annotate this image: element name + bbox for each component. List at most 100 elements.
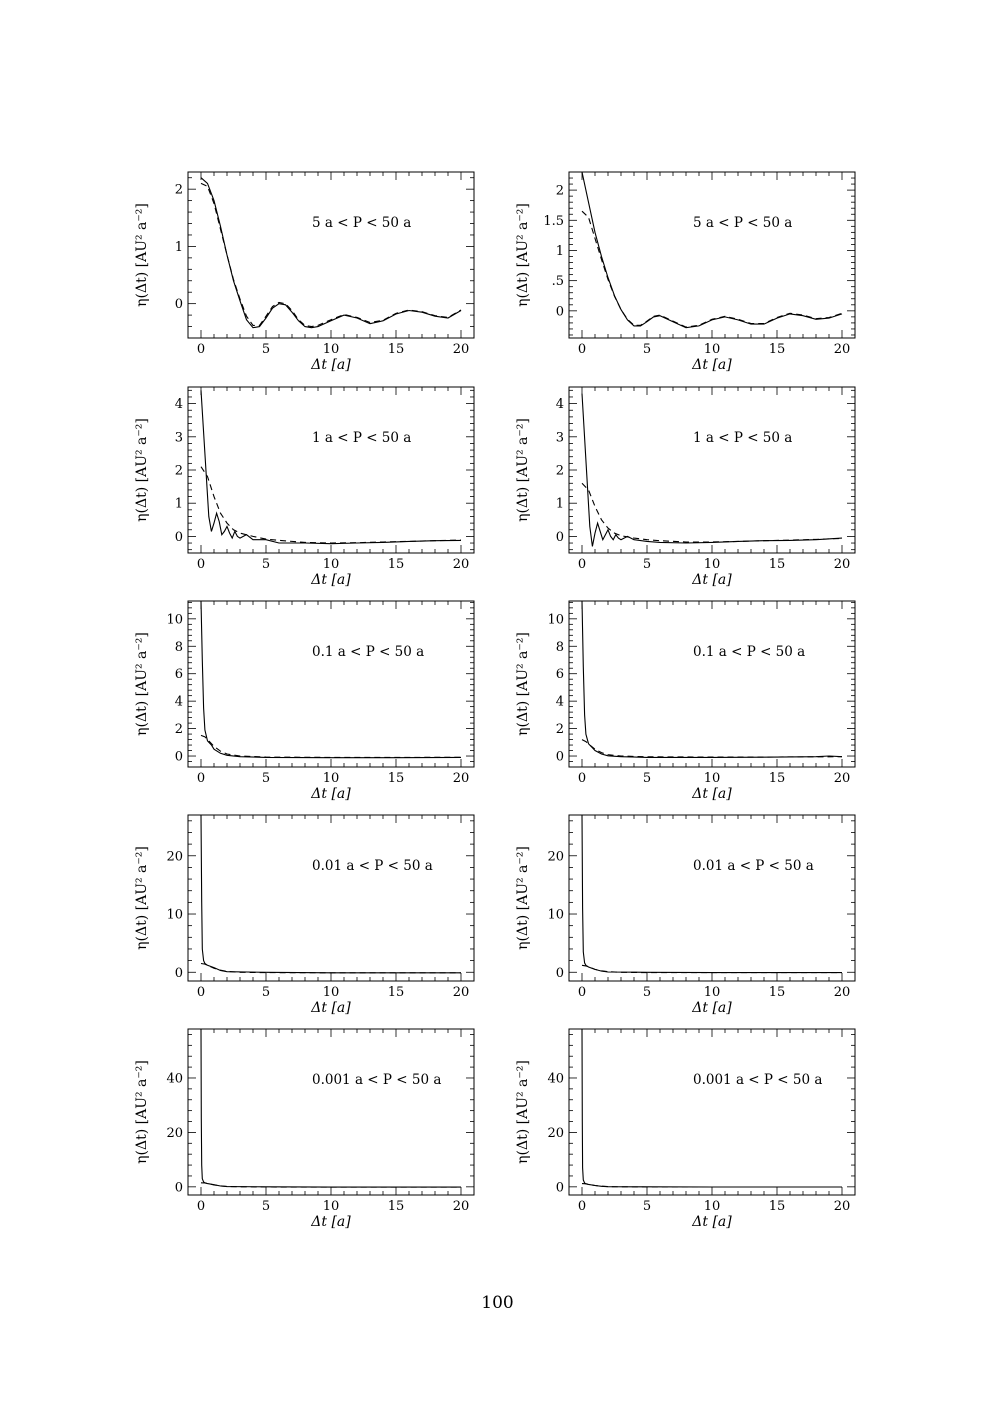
x-tick-label: 5 (643, 771, 651, 786)
x-tick-label: 15 (388, 1199, 405, 1214)
x-tick-label: 5 (262, 985, 270, 1000)
x-tick-label: 0 (197, 1199, 205, 1214)
x-tick-label: 20 (834, 557, 851, 572)
panel-a2: 0 5 10 15 20 0 1 2 3 4 1 a < P < 50 a Δt [a] η(Δt) [… (134, 386, 475, 588)
y-tick-label: 4 (556, 397, 564, 412)
panel-annotation: 0.01 a < P < 50 a (312, 858, 433, 874)
x-tick-label: 15 (388, 771, 405, 786)
x-tick-label: 10 (704, 771, 721, 786)
y-tick-label: 2 (556, 464, 564, 479)
plot-frame (187, 600, 475, 768)
x-tick-label: 10 (323, 342, 340, 357)
series-line-dashed (200, 734, 462, 758)
panel-annotation: 0.1 a < P < 50 a (312, 644, 424, 660)
x-tick-label: 0 (578, 557, 586, 572)
x-tick-label: 0 (578, 985, 586, 1000)
y-tick-label: 2 (175, 722, 183, 737)
plot-frame (187, 386, 475, 554)
panel-annotation: 0.001 a < P < 50 a (312, 1072, 441, 1088)
y-tick-label: 0 (175, 966, 183, 981)
x-tick-label: 20 (834, 1199, 851, 1214)
series-line-dashed (200, 466, 462, 544)
x-tick-label: 20 (834, 771, 851, 786)
y-axis-label: η(Δt) [AU² a⁻²] (134, 1060, 150, 1164)
y-tick-label: 4 (175, 695, 183, 710)
x-tick-label: 10 (704, 1199, 721, 1214)
series-line-solid (200, 390, 462, 545)
y-tick-label: 1 (175, 497, 183, 512)
x-axis-label: Δt [a] (310, 572, 351, 588)
x-tick-label: 15 (388, 557, 405, 572)
x-tick-label: 15 (769, 342, 786, 357)
y-tick-label: 40 (547, 1071, 564, 1086)
series-line-dashed (581, 739, 843, 758)
panel-a1: 0 5 10 15 20 0 1 2 5 a < P < 50 a Δt [a] η(Δt) [AU… (134, 171, 475, 373)
x-tick-label: 5 (643, 1199, 651, 1214)
x-tick-label: 20 (834, 342, 851, 357)
y-tick-label: 1 (175, 240, 183, 255)
panel-b2: 0 5 10 15 20 0 1 2 3 4 1 a < P < 50 a Δt [a] η(Δt) [… (515, 386, 856, 588)
plot-frame (187, 171, 475, 339)
panel-a5: 0 5 10 15 20 0 20 40 0.001 a < P < 50 a Δt [a] η(Δ… (134, 1028, 475, 1230)
x-tick-label: 10 (704, 985, 721, 1000)
x-axis-label: Δt [a] (310, 786, 351, 802)
x-tick-label: 5 (262, 771, 270, 786)
x-axis-label: Δt [a] (691, 786, 732, 802)
x-tick-label: 20 (834, 985, 851, 1000)
x-tick-label: 20 (453, 771, 470, 786)
series-line-solid (200, 177, 462, 329)
plot-frame (568, 171, 856, 339)
series-line-solid (581, 601, 843, 758)
y-tick-label: 0 (175, 750, 183, 765)
plot-frame (568, 600, 856, 768)
x-tick-label: 5 (262, 1199, 270, 1214)
x-tick-label: 0 (578, 342, 586, 357)
plot-frame (187, 1028, 475, 1196)
panel-a4: 0 5 10 15 20 0 10 20 0.01 a < P < 50 a Δt [a] η(Δt… (134, 814, 475, 1016)
y-tick-label: 4 (175, 397, 183, 412)
x-tick-label: 5 (262, 342, 270, 357)
x-tick-label: 15 (388, 342, 405, 357)
series-line-dashed (200, 182, 462, 328)
y-axis-label: η(Δt) [AU² a⁻²] (515, 632, 531, 736)
panel-annotation: 1 a < P < 50 a (693, 430, 792, 446)
y-tick-label: 1 (556, 497, 564, 512)
y-tick-label: 0 (556, 966, 564, 981)
x-tick-label: 0 (578, 1199, 586, 1214)
panel-annotation: 0.001 a < P < 50 a (693, 1072, 822, 1088)
x-axis-label: Δt [a] (691, 1000, 732, 1016)
y-tick-label: 10 (166, 612, 183, 627)
x-tick-label: 20 (453, 985, 470, 1000)
series-line-solid (200, 1029, 461, 1188)
y-tick-label: 2 (556, 184, 564, 199)
y-tick-label: 40 (166, 1071, 183, 1086)
series-line-solid (200, 815, 461, 974)
y-tick-label: 20 (547, 849, 564, 864)
y-tick-label: 8 (175, 640, 183, 655)
y-axis-label: η(Δt) [AU² a⁻²] (134, 632, 150, 736)
series-line-dashed (581, 1183, 842, 1188)
x-tick-label: 0 (197, 557, 205, 572)
series-line-dashed (581, 964, 842, 974)
y-tick-label: 0 (175, 530, 183, 545)
series-line-solid (581, 172, 843, 329)
y-axis-label: η(Δt) [AU² a⁻²] (134, 846, 150, 950)
y-tick-label: 6 (175, 667, 183, 682)
y-tick-label: 0 (556, 750, 564, 765)
series-line-solid (581, 1029, 842, 1188)
series-line-dashed (581, 210, 843, 328)
y-tick-label: 10 (166, 908, 183, 923)
y-tick-label: 1 (556, 244, 564, 259)
x-tick-label: 0 (197, 985, 205, 1000)
panel-b4: 0 5 10 15 20 0 10 20 0.01 a < P < 50 a Δt [a] η(Δt… (515, 814, 856, 1016)
y-axis-label: η(Δt) [AU² a⁻²] (134, 203, 150, 307)
y-tick-label: 1.5 (543, 214, 564, 229)
x-axis-label: Δt [a] (691, 357, 732, 373)
panel-b5: 0 5 10 15 20 0 20 40 0.001 a < P < 50 a Δt [a] η(Δ… (515, 1028, 856, 1230)
y-tick-label: 3 (175, 430, 183, 445)
y-tick-label: 3 (556, 430, 564, 445)
x-axis-label: Δt [a] (310, 1214, 351, 1230)
y-tick-label: 0 (556, 1180, 564, 1195)
x-tick-label: 15 (769, 1199, 786, 1214)
